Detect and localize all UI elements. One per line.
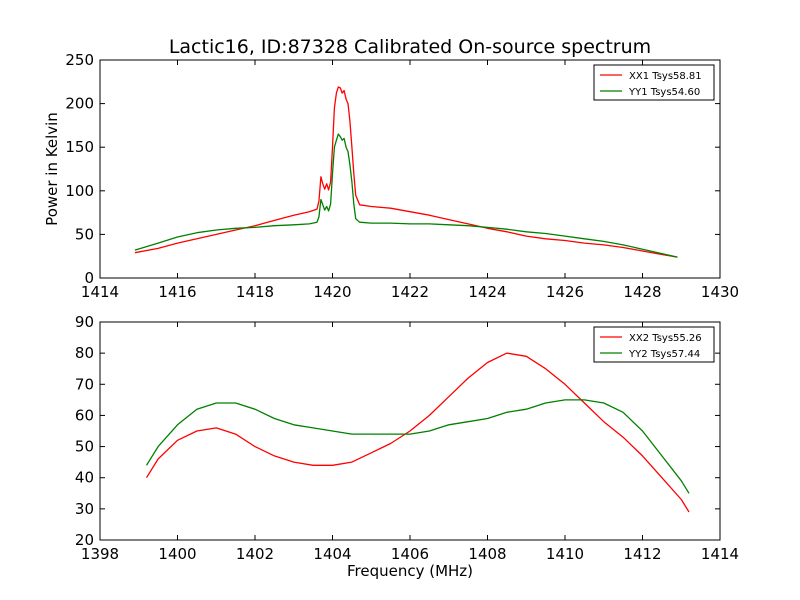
plot2-y-tick-label-6: 80: [75, 344, 94, 362]
plot2-x-tick-label-1: 1400: [158, 545, 196, 563]
plot2-x-tick-label-0: 1398: [81, 545, 119, 563]
plot1-x-tick-label-2: 1418: [236, 283, 274, 301]
plot2-legend-label-2: YY2 Tsys57.44: [628, 349, 700, 360]
plot1-series-line-1: [134, 86, 678, 258]
plot2-x-tick-label-5: 1408: [468, 545, 506, 563]
plot2-y-tick-label-3: 50: [75, 438, 94, 456]
plot1-x-tick-label-5: 1424: [468, 283, 506, 301]
plot2-legend-label-1: XX2 Tsys55.26: [629, 333, 702, 344]
plot2-legend-box: [593, 326, 715, 363]
plot1-x-tick-label-7: 1428: [623, 283, 661, 301]
plot1-y-tick-label-3: 150: [65, 138, 94, 156]
plot2-series-line-2: [145, 399, 690, 494]
plot1-series-line-2: [134, 133, 678, 258]
plot2-x-tick-label-2: 1402: [236, 545, 274, 563]
plot1-y-tick-label-5: 250: [65, 51, 94, 69]
plot1-legend-box: [593, 64, 715, 101]
plot2-x-axis-label: Frequency (MHz): [347, 562, 473, 580]
plot1-y-tick-label-0: 0: [84, 269, 94, 287]
plot1-x-tick-label-4: 1422: [391, 283, 429, 301]
plot2-y-tick-label-4: 60: [75, 406, 94, 424]
plot1-legend-label-1: XX1 Tsys58.81: [629, 71, 702, 82]
plot1-x-tick-label-1: 1416: [158, 283, 196, 301]
plot1-y-axis-label: Power in Kelvin: [43, 112, 61, 226]
plot1-y-tick-label-1: 50: [75, 225, 94, 243]
plot2-x-tick-label-7: 1412: [623, 545, 661, 563]
plot1-y-tick-label-4: 200: [65, 95, 94, 113]
plot2-y-tick-label-2: 40: [75, 469, 94, 487]
plot2-y-tick-label-5: 70: [75, 375, 94, 393]
plot2-y-tick-label-0: 20: [75, 531, 94, 549]
plot1-legend-label-2: YY1 Tsys54.60: [628, 87, 700, 98]
plot2-series-line-1: [145, 352, 690, 513]
plot1-x-tick-label-6: 1426: [546, 283, 584, 301]
plot2-y-tick-label-7: 90: [75, 313, 94, 331]
plot2-x-tick-label-4: 1406: [391, 545, 429, 563]
plot2-x-tick-label-6: 1410: [546, 545, 584, 563]
plot2-y-tick-label-1: 30: [75, 500, 94, 518]
plot1-x-tick-label-8: 1430: [701, 283, 739, 301]
plot1-x-tick-label-0: 1414: [81, 283, 119, 301]
chart-title: Lactic16, ID:87328 Calibrated On-source …: [169, 36, 651, 58]
plot1-x-tick-label-3: 1420: [313, 283, 351, 301]
plot1-y-tick-label-2: 100: [65, 182, 94, 200]
plot2-x-tick-label-8: 1414: [701, 545, 739, 563]
plot2-x-tick-label-3: 1404: [313, 545, 351, 563]
